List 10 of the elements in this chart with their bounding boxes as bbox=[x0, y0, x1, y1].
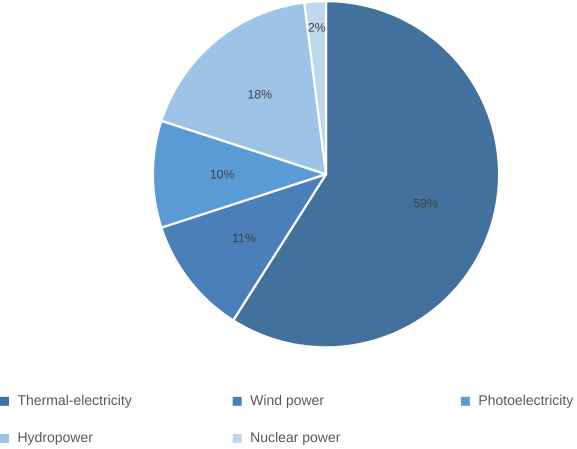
data-label: 18% bbox=[248, 90, 272, 99]
data-label: 2% bbox=[308, 23, 326, 32]
data-label: 59% bbox=[414, 199, 438, 208]
legend-label: Thermal-electricity bbox=[18, 394, 132, 408]
data-label: 11% bbox=[232, 234, 256, 242]
legend-label: Nuclear power bbox=[251, 432, 340, 446]
legend-label: Hydropower bbox=[18, 432, 93, 446]
legend-label: Photoelectricity bbox=[479, 394, 574, 408]
legend-label: Wind power bbox=[250, 394, 324, 408]
data-label: 10% bbox=[210, 170, 234, 179]
